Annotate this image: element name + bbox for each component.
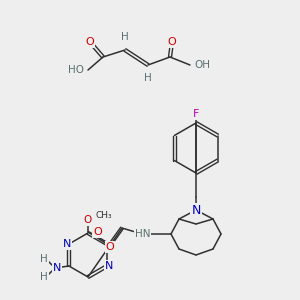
Text: H: H [40,254,48,264]
Text: F: F [193,109,199,119]
Text: H: H [40,272,48,282]
Text: HO: HO [68,65,84,75]
Text: N: N [105,261,113,271]
Text: O: O [84,215,92,225]
Text: H: H [144,73,152,83]
Text: CH₃: CH₃ [96,212,112,220]
Text: N: N [63,239,71,249]
Text: N: N [53,263,61,273]
Text: OH: OH [194,60,210,70]
Text: O: O [168,37,176,47]
Text: H: H [121,32,129,42]
Text: O: O [85,37,94,47]
Text: HN: HN [134,229,150,239]
Text: N: N [191,203,201,217]
Text: O: O [106,242,114,252]
Text: O: O [93,227,102,237]
